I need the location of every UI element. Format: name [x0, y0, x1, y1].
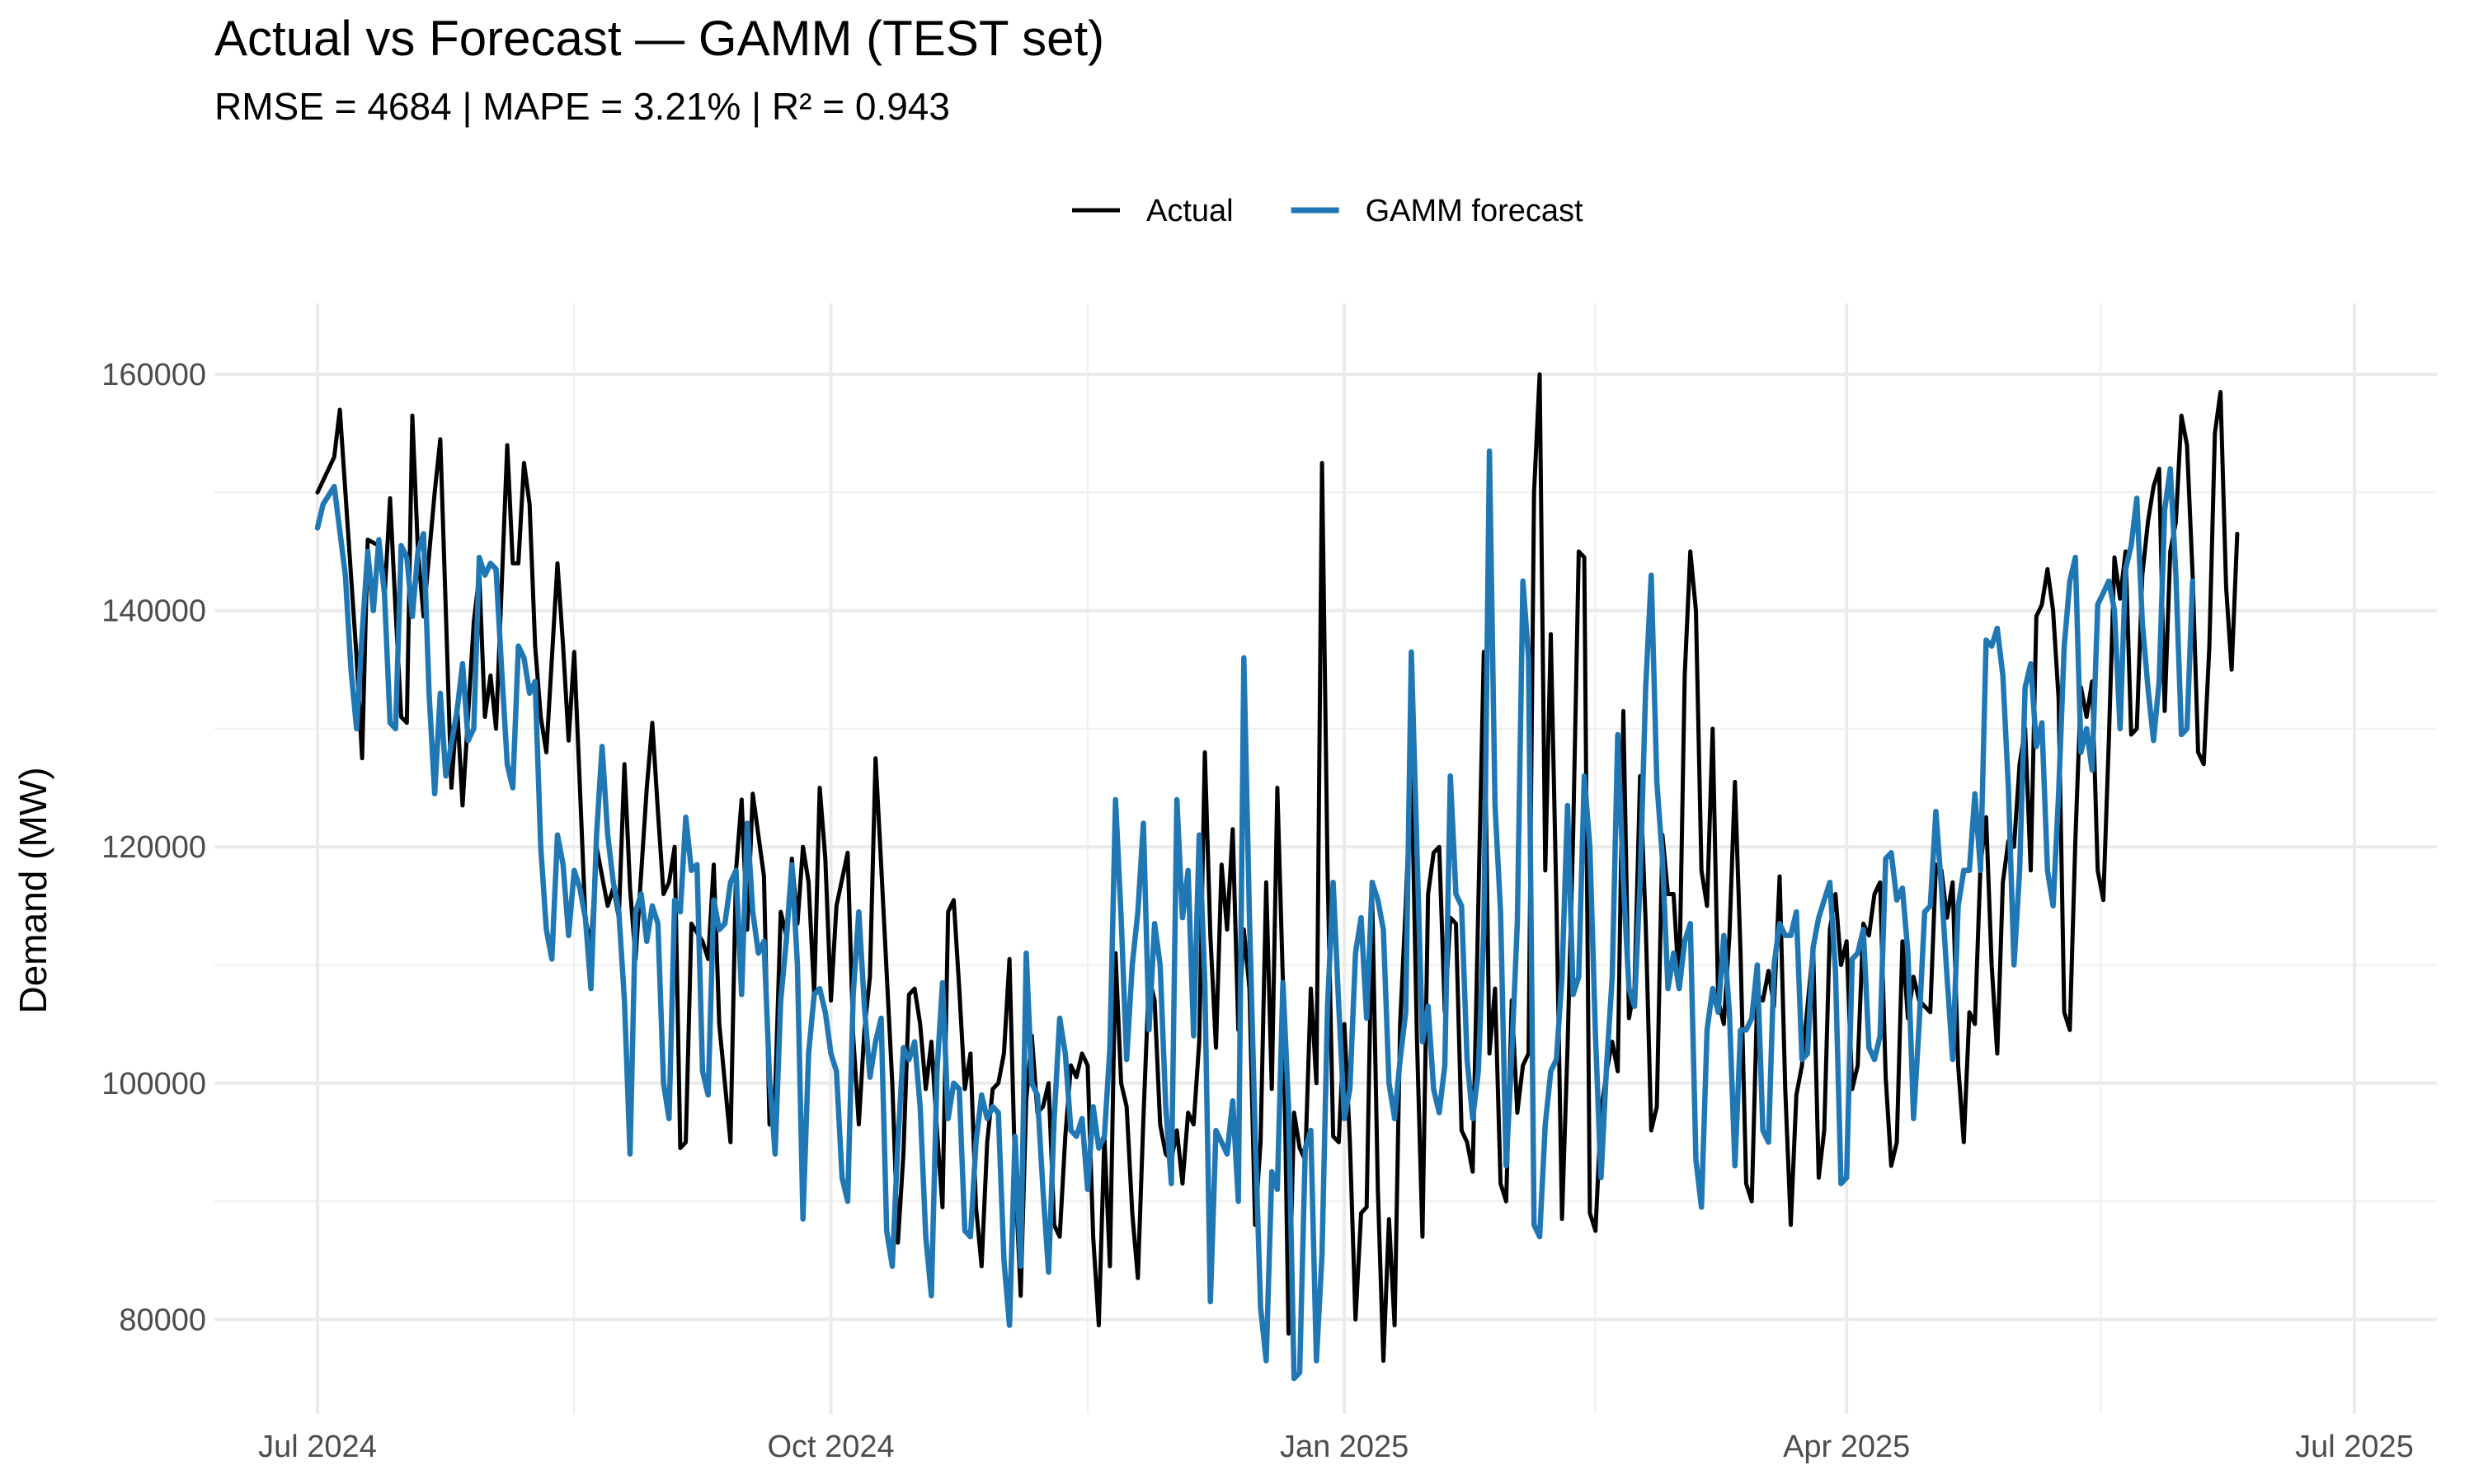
- legend-label: GAMM forecast: [1366, 194, 1583, 228]
- legend: Actual GAMM forecast: [1072, 194, 1583, 228]
- y-tick-label: 120000: [101, 830, 206, 865]
- series-line-forecast: [314, 448, 2196, 1382]
- series-lines: [314, 372, 2240, 1382]
- x-tick-label: Jul 2025: [2295, 1430, 2414, 1464]
- series-line-actual: [315, 372, 2240, 1363]
- y-tick-label: 100000: [101, 1067, 206, 1101]
- y-tick-label: 80000: [119, 1303, 206, 1337]
- chart-title: Actual vs Forecast — GAMM (TEST set): [214, 11, 1105, 66]
- y-axis-ticks: 80000 100000 120000 140000 160000: [101, 358, 206, 1337]
- x-axis-ticks: Jul 2024 Oct 2024 Jan 2025 Apr 2025 Jul 2025: [258, 1430, 2414, 1464]
- x-tick-label: Jul 2024: [258, 1430, 377, 1464]
- x-tick-label: Apr 2025: [1783, 1430, 1910, 1464]
- y-axis-title: Demand (MW): [12, 767, 54, 1013]
- x-tick-label: Oct 2024: [767, 1430, 894, 1464]
- y-tick-label: 140000: [101, 594, 206, 629]
- legend-label: Actual: [1146, 194, 1234, 228]
- x-tick-label: Jan 2025: [1280, 1430, 1409, 1464]
- y-tick-label: 160000: [101, 358, 206, 392]
- chart-subtitle: RMSE = 4684 | MAPE = 3.21% | R² = 0.943: [214, 85, 950, 128]
